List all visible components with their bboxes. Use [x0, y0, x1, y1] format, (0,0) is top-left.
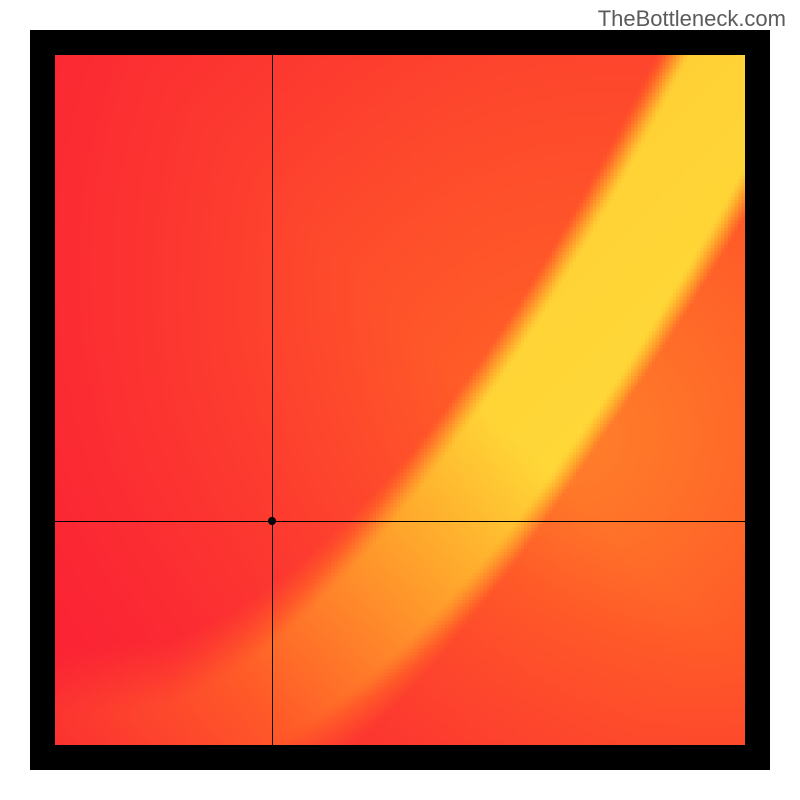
watermark-label: TheBottleneck.com	[598, 6, 786, 32]
chart-frame	[30, 30, 770, 770]
crosshair-vertical	[272, 55, 273, 745]
heatmap-plot	[55, 55, 745, 745]
heatmap-canvas	[55, 55, 745, 745]
crosshair-horizontal	[55, 521, 745, 522]
crosshair-marker	[268, 517, 276, 525]
